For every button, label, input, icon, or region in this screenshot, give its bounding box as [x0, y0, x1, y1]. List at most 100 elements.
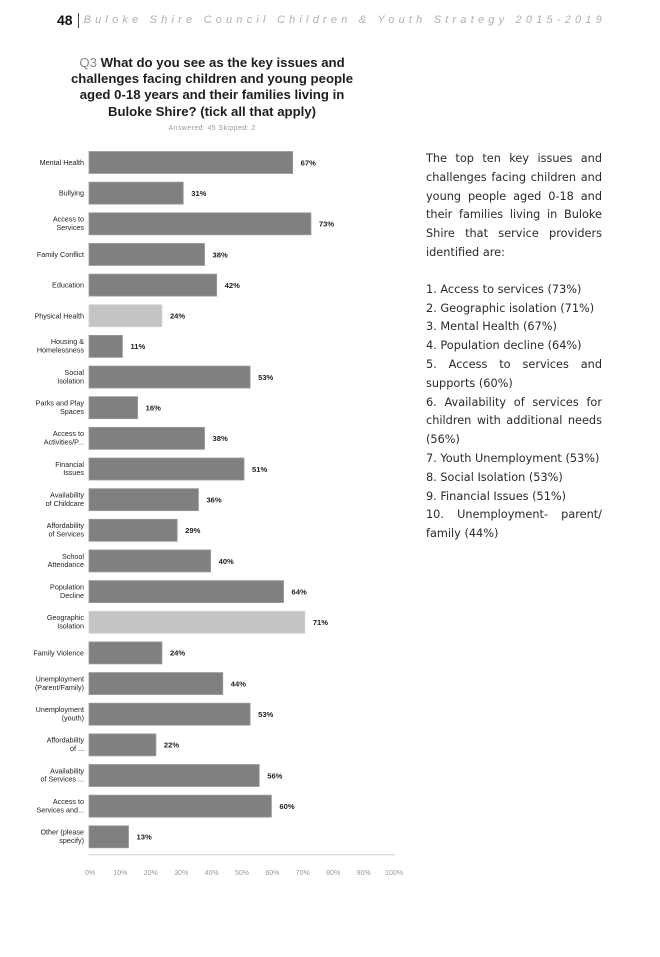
value-label: 22%: [164, 741, 179, 750]
bar: [88, 825, 129, 849]
list-item: 2. Geographic isolation (71%): [426, 301, 595, 315]
x-tick-label: 80%: [326, 870, 340, 877]
x-tick-label: 70%: [296, 870, 310, 877]
bar: [88, 764, 260, 787]
response-count: Answered: 45 Skipped: 2: [168, 125, 256, 132]
value-label: 40%: [219, 557, 234, 566]
value-label: 42%: [225, 281, 240, 290]
category-label: Financial: [55, 460, 84, 469]
category-label: Homelessness: [37, 346, 85, 355]
category-label: Unemployment: [36, 674, 84, 683]
x-tick-label: 50%: [235, 870, 249, 877]
bar: [88, 672, 224, 695]
category-label: of ...: [70, 744, 84, 753]
value-label: 13%: [137, 833, 152, 842]
bar: [88, 151, 294, 174]
category-label: of Services ...: [40, 775, 84, 784]
category-label: Services and...: [36, 805, 84, 814]
bar: [88, 457, 245, 481]
category-label: Access to: [53, 797, 84, 806]
value-label: 53%: [258, 373, 273, 382]
list-item: 1. Access to services (73%): [426, 282, 582, 296]
category-label: Population: [50, 582, 84, 591]
value-label: 60%: [279, 802, 294, 811]
x-tick-label: 10%: [113, 870, 127, 877]
value-label: 56%: [267, 771, 282, 780]
list-item: 3. Mental Health (67%): [426, 320, 557, 334]
value-label: 73%: [319, 220, 334, 229]
category-label: Geographic: [47, 613, 85, 622]
page-number: 48: [57, 12, 73, 28]
category-label: Decline: [60, 591, 84, 600]
category-label: (Parent/Family): [35, 683, 84, 692]
x-tick-label: 60%: [265, 870, 279, 877]
list-item: 6. Availability of services for children…: [426, 395, 602, 447]
list-item: 10. Unemployment- parent/ family (44%): [426, 508, 602, 541]
value-label: 24%: [170, 649, 185, 658]
category-label: Housing &: [51, 337, 84, 346]
bar: [88, 212, 312, 236]
x-tick-label: 30%: [174, 870, 188, 877]
summary-text: The top ten key issues and challenges fa…: [426, 150, 602, 544]
x-tick-label: 90%: [357, 870, 371, 877]
page-header: 48 Buloke Shire Council Children & Youth…: [57, 12, 606, 28]
category-label: Parks and Play: [36, 399, 85, 408]
category-label: Mental Health: [40, 158, 84, 167]
bar: [88, 610, 306, 634]
list-item: 8. Social Isolation (53%): [426, 470, 563, 484]
x-tick-label: 0%: [85, 870, 95, 877]
bar: [88, 426, 205, 450]
summary-intro: The top ten key issues and challenges fa…: [426, 152, 602, 259]
value-label: 11%: [130, 342, 145, 351]
category-label: of Childcare: [46, 499, 84, 508]
value-label: 31%: [191, 189, 206, 198]
bar: [88, 365, 251, 389]
list-item: 4. Population decline (64%): [426, 339, 582, 353]
category-label: Isolation: [57, 621, 84, 630]
bar: [88, 396, 139, 420]
category-label: Affordability: [47, 521, 85, 530]
category-label: Availability: [50, 766, 84, 775]
x-tick-label: 100%: [385, 870, 403, 877]
category-label: Family Conflict: [37, 250, 84, 259]
bar: [88, 304, 163, 328]
x-tick-label: 40%: [205, 870, 219, 877]
top-ten-list: 1. Access to services (73%) 2. Geographic…: [426, 281, 602, 544]
value-label: 44%: [231, 679, 246, 688]
category-label: Activities/P...: [44, 438, 84, 447]
category-label: School: [62, 552, 84, 561]
value-label: 36%: [206, 495, 221, 504]
list-item: 5. Access to services and supports (60%): [426, 357, 602, 390]
category-label: Affordability: [47, 736, 85, 745]
header-divider: [77, 12, 79, 28]
chart-title: Q3 What do you see as the key issues and…: [62, 55, 362, 120]
category-label: Physical Health: [34, 311, 84, 320]
category-label: Services: [56, 223, 84, 232]
value-label: 51%: [252, 465, 267, 474]
category-label: Spaces: [60, 407, 84, 416]
bar: [88, 794, 272, 818]
category-label: Family Violence: [33, 648, 84, 657]
bar: [88, 641, 163, 665]
category-label: of Services: [48, 530, 84, 539]
bar-chart: Mental Health 67%Bullying 31%Access toServ…: [33, 151, 403, 877]
category-label: Education: [52, 281, 84, 290]
document-title: Buloke Shire Council Children & Youth St…: [83, 14, 606, 26]
category-label: Social: [64, 368, 84, 377]
bar: [88, 549, 211, 573]
category-label: Unemployment: [36, 705, 84, 714]
bar: [88, 243, 205, 266]
bar: [88, 702, 251, 726]
value-label: 16%: [146, 404, 161, 413]
category-label: Bullying: [59, 189, 84, 198]
value-label: 64%: [292, 587, 307, 596]
bar: [88, 580, 284, 603]
bar: [88, 334, 123, 358]
value-label: 24%: [170, 312, 185, 321]
category-label: Access to: [53, 215, 84, 224]
list-item: 9. Financial Issues (51%): [426, 489, 567, 503]
category-label: Isolation: [57, 376, 84, 385]
bar: [88, 733, 157, 757]
bar: [88, 488, 199, 512]
value-label: 38%: [213, 250, 228, 259]
